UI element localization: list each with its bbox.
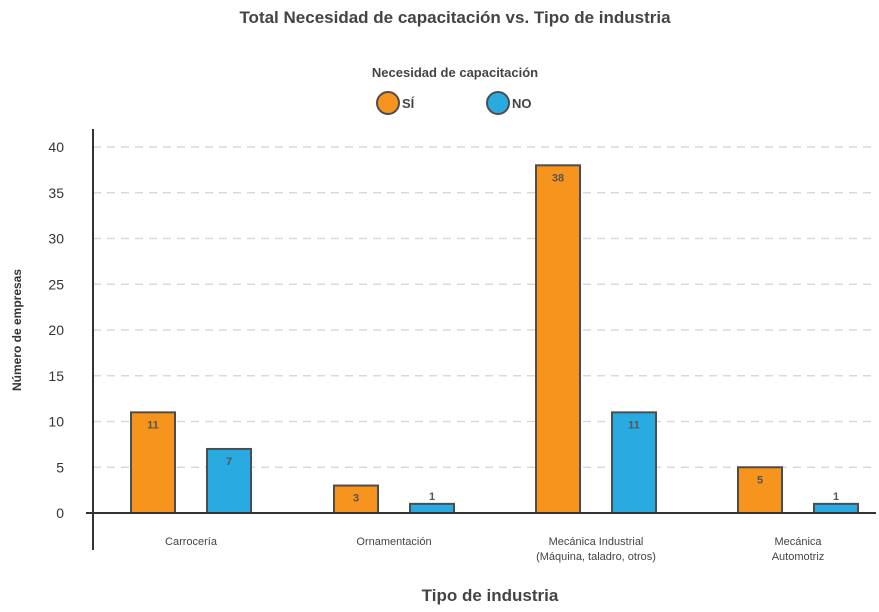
bar-si	[130, 411, 176, 515]
data-label: 3	[353, 493, 359, 505]
x-category-label: Mecánica Industrial	[549, 536, 644, 548]
legend-swatch-si	[376, 91, 400, 115]
y-tick-label: 10	[48, 414, 64, 430]
y-tick-label: 20	[48, 322, 64, 338]
legend-label-no: NO	[512, 96, 532, 111]
y-tick-label: 30	[48, 231, 64, 247]
bar-si	[535, 164, 581, 515]
data-label: 7	[226, 456, 232, 468]
bar-no	[409, 502, 455, 515]
y-axis-title: Número de empresas	[10, 269, 24, 391]
y-tick-label: 25	[48, 276, 64, 292]
legend-label-si: SÍ	[402, 96, 415, 111]
bar-si	[737, 466, 783, 514]
x-axis-categories: Carrocería Ornamentación Mecánica Industri…	[165, 536, 824, 563]
legend-title: Necesidad de capacitación	[372, 65, 538, 80]
data-label: 1	[429, 491, 435, 503]
x-category-label: Carrocería	[165, 536, 218, 548]
grid	[93, 146, 876, 468]
x-axis-title: Tipo de industria	[422, 586, 559, 605]
data-label: 1	[833, 491, 839, 503]
x-category-label: Ornamentación	[356, 536, 431, 548]
x-category-label: Automotriz	[772, 551, 825, 563]
y-tick-label: 5	[56, 459, 64, 475]
chart-title: Total Necesidad de capacitación vs. Tipo…	[239, 8, 671, 27]
data-label: 11	[628, 419, 640, 431]
data-label: 38	[552, 172, 564, 184]
y-tick-label: 0	[56, 505, 64, 521]
y-tick-label: 35	[48, 185, 64, 201]
legend: SÍ NO	[376, 91, 532, 115]
y-tick-label: 40	[48, 139, 64, 155]
bar-no	[206, 447, 252, 515]
x-category-label: (Máquina, taladro, otros)	[536, 551, 656, 563]
data-label: 5	[757, 474, 763, 486]
x-category-label: Mecánica	[774, 536, 822, 548]
data-label: 11	[147, 419, 159, 431]
y-tick-label: 15	[48, 368, 64, 384]
bar-no	[813, 502, 859, 515]
y-axis-ticks: 0 5 10 15 20 25 30 35 40	[48, 139, 64, 521]
legend-swatch-no	[486, 91, 510, 115]
